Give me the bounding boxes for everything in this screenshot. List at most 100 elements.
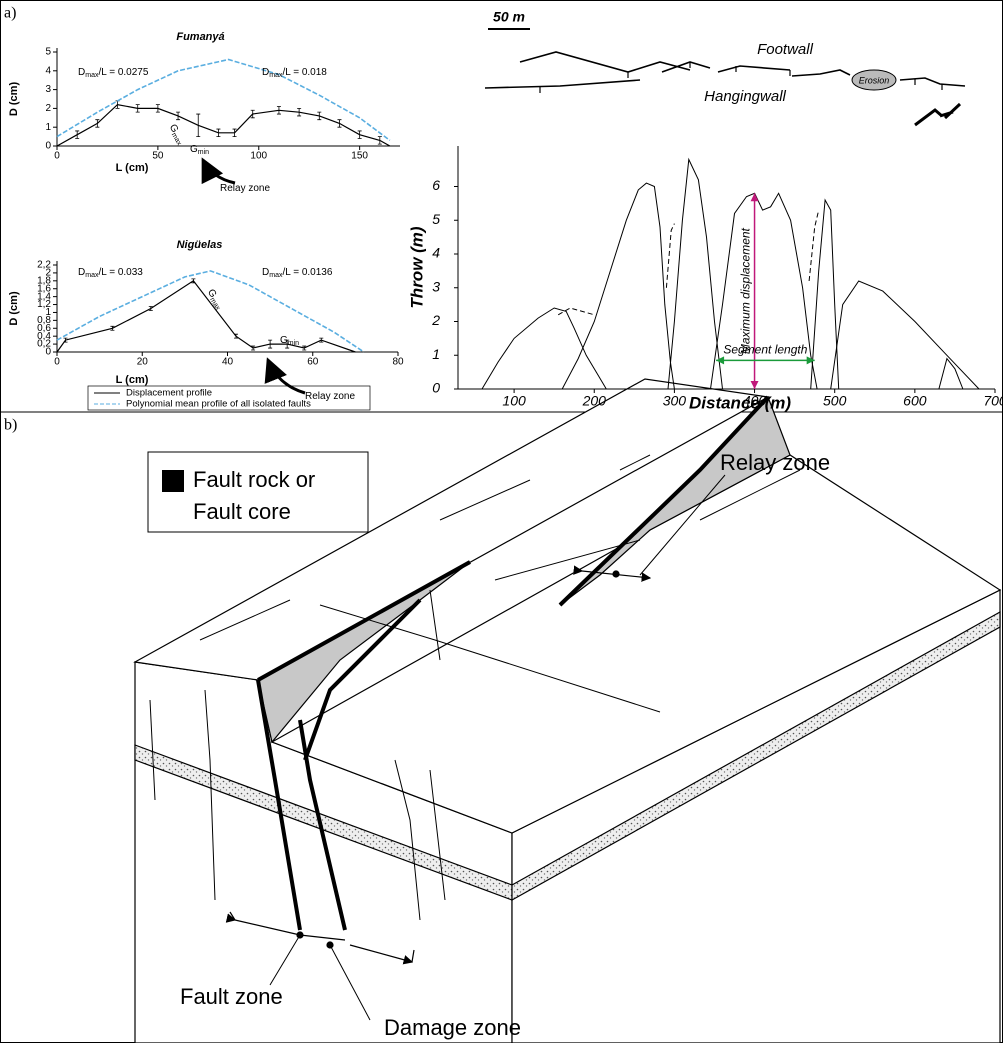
annotation: Relay zone <box>220 183 270 194</box>
slip-arrow <box>914 102 962 127</box>
error-bar <box>250 109 255 119</box>
diagram-legend-label: Fault core <box>193 499 291 524</box>
scale-label: 50 m <box>493 9 525 25</box>
y-tick-label: 1,2 <box>37 299 51 310</box>
y-tick-label: 6 <box>432 177 440 193</box>
annotation: Relay zone <box>305 391 355 402</box>
profile-line <box>56 279 356 353</box>
x-tick-label: 700 <box>983 393 1003 409</box>
annotation: Dmax/L = 0.0275 <box>78 67 149 79</box>
mean-profile <box>56 270 365 353</box>
annotation-sub: max <box>85 72 99 79</box>
annotation: Dmax/L = 0.018 <box>262 67 327 79</box>
annotation-main: D <box>78 267 85 278</box>
annotation-sub: max <box>85 272 99 279</box>
profile-line <box>481 307 607 390</box>
error-bar <box>155 104 160 113</box>
footwall-label: Footwall <box>757 41 814 58</box>
profile-line <box>938 357 964 390</box>
annotation: Dmax/L = 0.0136 <box>262 267 333 279</box>
relay-arrow <box>201 157 236 185</box>
hangingwall-label: Hangingwall <box>704 88 786 105</box>
x-tick-label: 60 <box>307 357 319 368</box>
erosion-patch <box>851 69 897 91</box>
x-tick-label: 100 <box>502 393 526 409</box>
x-tick-label: 80 <box>392 357 404 368</box>
error-bar <box>268 339 273 349</box>
y-tick-label: 3 <box>45 84 51 95</box>
error-bar <box>302 345 307 351</box>
error-bar <box>276 106 281 115</box>
x-tick-label: 400 <box>743 393 767 409</box>
annotation: Gmax <box>166 122 187 147</box>
error-bar <box>285 339 290 349</box>
y-tick-label: 0,4 <box>37 331 51 342</box>
y-tick-label: 0 <box>45 347 51 358</box>
error-bar <box>148 306 153 311</box>
y-axis-label: D (cm) <box>8 82 20 117</box>
error-bar <box>357 130 362 139</box>
annotation-sub: max <box>208 297 221 312</box>
profile-line <box>667 157 723 390</box>
error-bar <box>110 325 115 331</box>
y-axis-label: Throw (m) <box>407 226 426 308</box>
block-diagram <box>133 378 1002 1043</box>
error-bar <box>135 104 140 113</box>
annotation-sub: min <box>198 149 209 156</box>
relay-zone-label: Relay zone <box>720 450 830 475</box>
x-tick-label: 500 <box>823 393 847 409</box>
mean-profile <box>808 209 820 282</box>
annotation-rest: /L = 0.033 <box>98 267 143 278</box>
x-tick-label: 0 <box>54 357 60 368</box>
annotation: Gmin <box>190 144 209 156</box>
relay-arrow <box>264 357 306 395</box>
legend-box <box>87 385 371 411</box>
annotation-main: G <box>190 144 198 155</box>
chart-title: Nigüelas <box>177 239 223 251</box>
error-bar <box>377 136 382 145</box>
annotation-text: Relay zone <box>220 183 270 194</box>
y-tick-label: 1,6 <box>37 283 51 294</box>
annotation-main: D <box>78 67 85 78</box>
y-tick-label: 1,8 <box>37 275 51 286</box>
annotation-main: D <box>262 67 269 78</box>
erosion-label: Erosion <box>859 75 890 85</box>
x-tick-label: 50 <box>152 151 164 162</box>
error-bar <box>319 337 324 343</box>
y-tick-label: 2,2 <box>37 260 51 271</box>
error-bar <box>191 278 196 284</box>
panel-label: b) <box>4 417 17 434</box>
error-bar <box>176 111 181 121</box>
x-tick-label: 40 <box>222 357 234 368</box>
fault-traces <box>484 51 966 93</box>
fault-core-swatch <box>162 470 184 492</box>
annotation: Dmax/L = 0.033 <box>78 267 143 279</box>
profile-line <box>710 192 818 390</box>
error-bar <box>317 111 322 121</box>
damage-zone-label: Damage zone <box>384 1015 521 1040</box>
y-tick-label: 4 <box>45 65 51 76</box>
x-tick-label: 20 <box>137 357 149 368</box>
max-displacement-label: Maximum displacement <box>739 227 753 354</box>
profile-line <box>56 103 391 147</box>
x-tick-label: 300 <box>663 393 687 409</box>
y-tick-label: 2 <box>45 103 51 114</box>
x-tick-label: 100 <box>250 151 267 162</box>
error-bar <box>234 333 239 339</box>
error-bar <box>75 130 80 139</box>
y-tick-label: 0 <box>45 141 51 152</box>
chart-title: Fumanyá <box>176 31 224 43</box>
x-tick-label: 0 <box>54 151 60 162</box>
panel-label: a) <box>4 5 16 22</box>
y-tick-label: 0,6 <box>37 323 51 334</box>
y-tick-label: 1 <box>45 122 51 133</box>
fault-zone-label: Fault zone <box>180 984 283 1009</box>
annotation: Gmin <box>280 335 299 347</box>
annotation-sub: min <box>288 340 299 347</box>
error-bar <box>297 108 302 117</box>
annotation-text: Relay zone <box>305 391 355 402</box>
x-axis-label: L (cm) <box>116 162 149 174</box>
y-tick-label: 0,2 <box>37 339 51 350</box>
x-tick-label: 600 <box>903 393 927 409</box>
